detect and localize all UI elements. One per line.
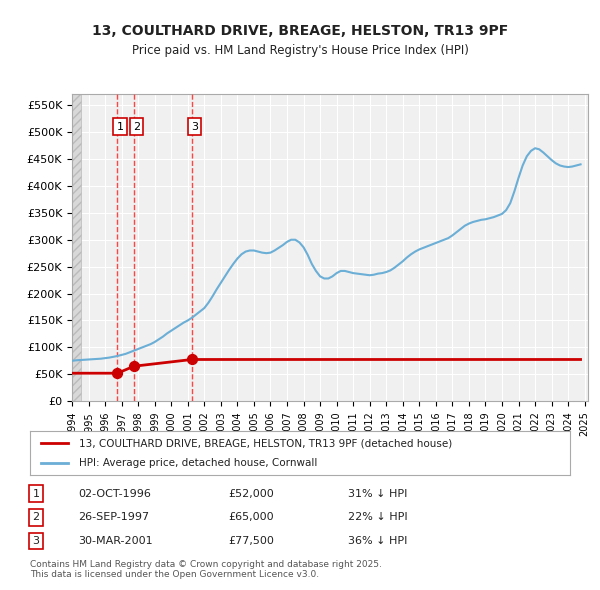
- Text: 02-OCT-1996: 02-OCT-1996: [78, 489, 151, 499]
- Text: 2: 2: [133, 122, 140, 132]
- Text: 1: 1: [116, 122, 124, 132]
- Text: Price paid vs. HM Land Registry's House Price Index (HPI): Price paid vs. HM Land Registry's House …: [131, 44, 469, 57]
- Text: 36% ↓ HPI: 36% ↓ HPI: [348, 536, 407, 546]
- Text: HPI: Average price, detached house, Cornwall: HPI: Average price, detached house, Corn…: [79, 458, 317, 467]
- Text: £65,000: £65,000: [228, 513, 274, 522]
- Text: Contains HM Land Registry data © Crown copyright and database right 2025.
This d: Contains HM Land Registry data © Crown c…: [30, 560, 382, 579]
- Bar: [72, 94, 80, 401]
- Text: £77,500: £77,500: [228, 536, 274, 546]
- Text: 31% ↓ HPI: 31% ↓ HPI: [348, 489, 407, 499]
- Text: 22% ↓ HPI: 22% ↓ HPI: [348, 513, 407, 522]
- Text: 1: 1: [32, 489, 40, 499]
- Point: [187, 355, 197, 364]
- Bar: [72, 94, 81, 401]
- Text: £52,000: £52,000: [228, 489, 274, 499]
- Text: 3: 3: [191, 122, 198, 132]
- Text: 26-SEP-1997: 26-SEP-1997: [78, 513, 149, 522]
- Text: 13, COULTHARD DRIVE, BREAGE, HELSTON, TR13 9PF (detached house): 13, COULTHARD DRIVE, BREAGE, HELSTON, TR…: [79, 438, 452, 448]
- Text: 13, COULTHARD DRIVE, BREAGE, HELSTON, TR13 9PF: 13, COULTHARD DRIVE, BREAGE, HELSTON, TR…: [92, 24, 508, 38]
- Text: 30-MAR-2001: 30-MAR-2001: [78, 536, 152, 546]
- Text: 2: 2: [32, 513, 40, 522]
- Text: 3: 3: [32, 536, 40, 546]
- Point: [113, 369, 122, 378]
- Point: [129, 362, 139, 371]
